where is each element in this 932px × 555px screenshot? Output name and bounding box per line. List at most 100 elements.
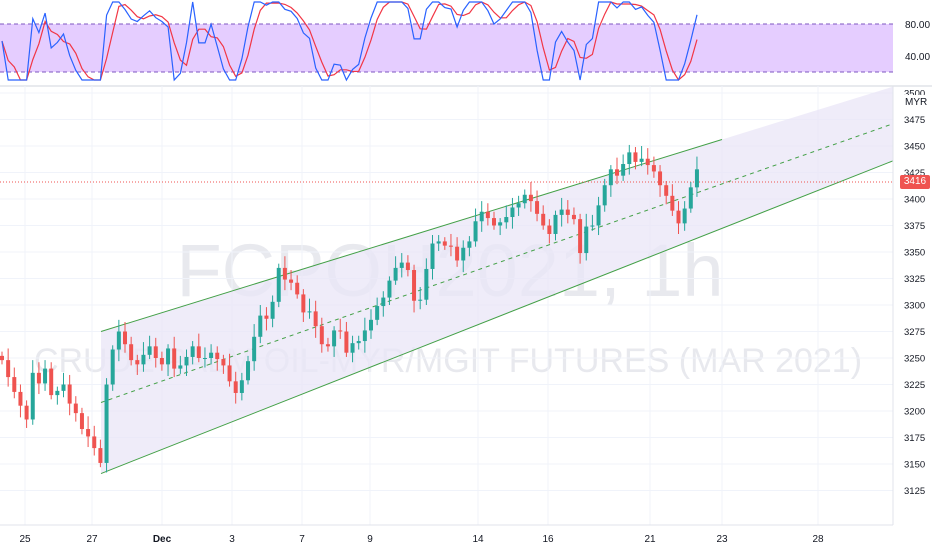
candle-body [12,377,17,392]
candle-body [332,330,337,347]
channel-lower-line[interactable] [100,160,894,475]
candle-body [123,331,127,345]
price-axis[interactable]: 3500 3475 3450 3425 3400 3375 3350 3325 3300 3275… [892,86,929,525]
candle-body [602,185,607,206]
candle-body [485,211,490,219]
time-tick-label: 16 [542,534,554,545]
oscillator-pane[interactable]: 80.00 40.00 [0,1,930,82]
candle-body [547,225,552,234]
candle-body [276,267,281,302]
price-tick-label: 3350 [904,248,925,259]
oscillator-band [0,24,893,72]
time-tick-label: 7 [299,534,305,545]
candle-body [596,205,601,226]
candle-body [412,270,417,301]
candle-body [688,187,693,209]
candle-body [682,208,687,224]
price-tick-label: 3450 [904,142,925,153]
candle-body [344,331,349,353]
candle-body [504,217,509,223]
candle-body [30,372,35,420]
oscillator-upper-label: 80.00 [905,20,930,31]
candle-body [24,405,29,420]
time-tick-label: 3 [229,534,235,545]
candle-body [516,203,521,208]
candle-body [645,158,650,166]
candle-body [473,221,478,242]
channel-median-line[interactable] [100,123,894,403]
candle-body [282,267,287,280]
candle-body [615,169,619,176]
candle-body [338,330,343,332]
candle-body [369,319,373,331]
oscillator-lines [1,1,698,82]
candles [0,144,699,473]
candle-body [110,349,115,385]
candle-body [399,262,404,268]
candle-body [61,384,66,391]
candle-body [202,358,207,359]
candle-body [418,299,423,301]
price-tick-label: 3200 [904,407,925,418]
candle-body [559,209,564,215]
candle-body [147,346,152,355]
candle-body [319,326,324,345]
candle-body [430,243,435,269]
candle-body [381,297,386,307]
price-tick-label: 3275 [904,327,925,338]
candle-body [522,194,527,204]
price-tick-label: 3150 [904,460,925,471]
candle-body [627,152,632,165]
candle-body [0,355,4,361]
candle-body [455,246,460,261]
time-tick-label: 23 [716,534,728,545]
time-axis[interactable]: 25 27 Dec 3 7 9 14 16 21 23 28 [0,524,893,545]
main-price-pane[interactable]: FCPOH2021, 1h CRUDE PALM OIL-MYR/MGIT FU… [0,86,894,525]
oscillator-lower-label: 40.00 [905,52,930,63]
candle-body [239,380,244,393]
candle-body [608,169,613,186]
oscillator-k-line [1,1,698,82]
candle-body [584,226,589,254]
candle-body [479,211,484,222]
candle-body [67,384,72,404]
candle-body [209,352,214,358]
candle-body [116,331,121,350]
candle-body [92,436,97,449]
candle-body [571,214,576,220]
candle-body [215,352,220,360]
candle-body [375,306,380,320]
candle-body [135,360,140,365]
time-tick-label: 25 [19,534,31,545]
candle-body [405,262,410,271]
price-tick-label: 3475 [904,115,925,126]
time-tick-label: 9 [367,534,373,545]
price-tick-label: 3225 [904,380,925,391]
candle-body [393,267,398,281]
candle-body [49,368,54,396]
candle-body [664,185,669,196]
candle-body [184,356,189,366]
candle-body [73,403,78,414]
candle-body [313,311,318,327]
candle-body [670,195,675,211]
candle-body [528,194,533,202]
oscillator-d-line [1,1,698,81]
candle-body [36,372,41,384]
candle-body [387,280,392,298]
candle-body [190,346,195,357]
candle-body [258,315,263,337]
candle-body [350,343,355,353]
currency-badge [903,95,929,108]
candle-body [448,245,453,247]
price-tick-label: 3400 [904,195,925,206]
price-tick-labels: 3500 3475 3450 3425 3400 3375 3350 3325 3300 3275… [904,89,925,498]
price-tick-label: 3300 [904,301,925,312]
time-tick-label: 27 [86,534,98,545]
candle-body [565,209,570,215]
candle-body [43,368,48,384]
candle-body [270,301,275,319]
candle-body [301,294,306,313]
